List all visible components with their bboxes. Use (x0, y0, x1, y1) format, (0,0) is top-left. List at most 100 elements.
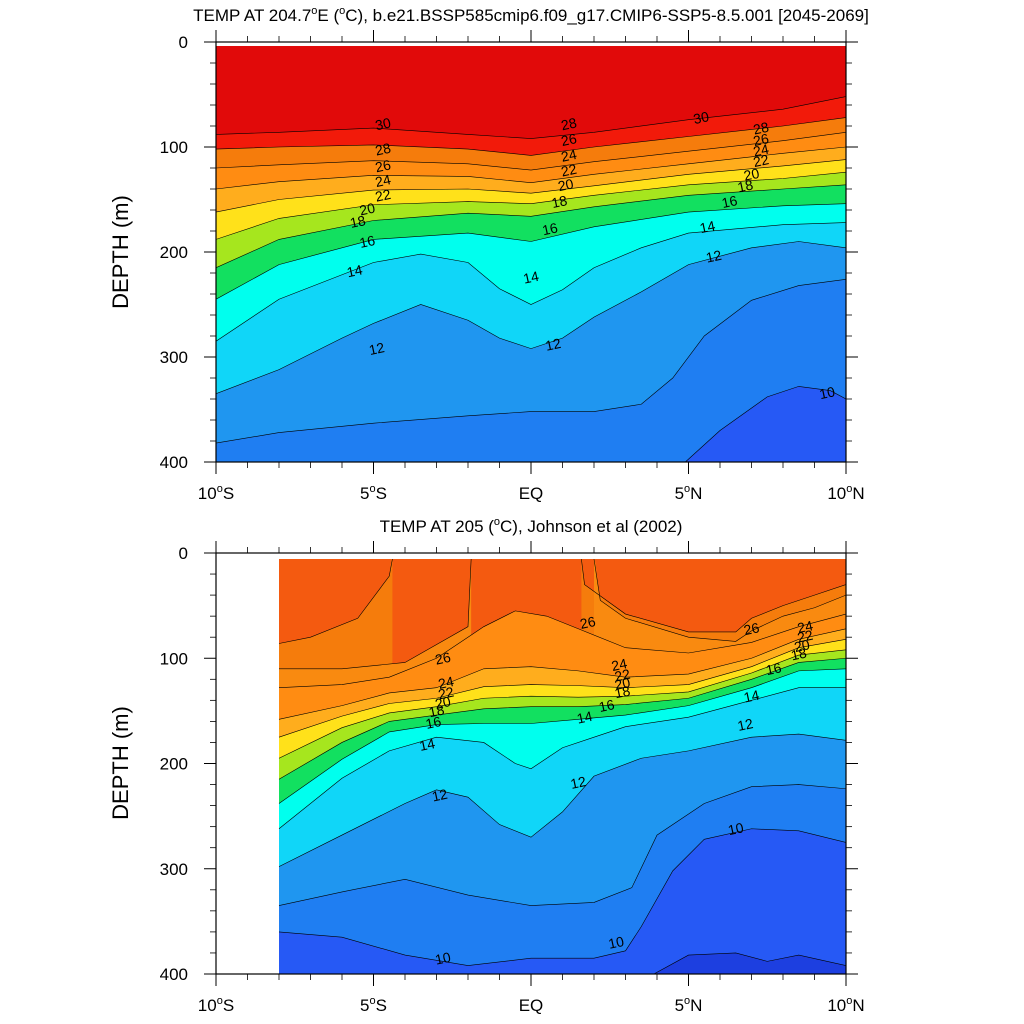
isotherm-24 (216, 146, 846, 190)
x-tick-label: 5oS (360, 483, 387, 503)
contour-label: 14 (575, 708, 594, 727)
contour-fill-below-10 (685, 386, 846, 462)
isotherm-lines-model (216, 96, 846, 462)
surface-gap (216, 42, 846, 46)
contour-label: 28 (374, 140, 393, 159)
x-tick-label: 10oS (198, 483, 234, 503)
contour-label: 10 (607, 933, 626, 952)
contour-label: 22 (437, 683, 456, 702)
isotherm-18 (216, 184, 846, 269)
y-tick-label: 400 (160, 965, 188, 984)
contour-label: 18 (736, 176, 755, 195)
contour-label: 22 (613, 666, 632, 685)
chart-panel-observed: TEMP AT 205 (oC), Johnson et al (2002) 2… (108, 516, 865, 1015)
contour-label: 26 (560, 130, 579, 149)
isotherm-24 (278, 628, 846, 720)
contour-label: 14 (345, 261, 364, 280)
contour-fills-model (216, 42, 846, 462)
y-tick-label: 100 (160, 138, 188, 157)
isotherm-12 (278, 733, 846, 867)
x-tick-label: EQ (519, 996, 544, 1015)
y-tick-label: 100 (160, 649, 188, 668)
isotherm-16 (216, 203, 846, 300)
contour-label: 26 (578, 613, 597, 632)
isotherm-28 (278, 558, 393, 644)
contour-label: 18 (613, 682, 632, 701)
contour-label: 28 (560, 114, 579, 133)
y-tick-label: 300 (160, 348, 188, 367)
isotherm-18 (278, 657, 846, 780)
contour-label: 12 (704, 247, 723, 266)
contour-label: 12 (367, 339, 386, 358)
contour-label: 10 (818, 383, 837, 402)
contour-label: 14 (698, 217, 717, 236)
axis-ticks-model: 0 100 200 300 400 10oS 5oS EQ 5oN 10oN (160, 30, 865, 503)
contour-label: 26 (374, 156, 393, 175)
y-tick-label: 0 (179, 33, 188, 52)
surface-gap (216, 553, 846, 559)
x-tick-label: 5oN (675, 483, 703, 503)
isotherm-11 (216, 279, 846, 444)
contour-label: 12 (736, 715, 755, 734)
contour-label: 26 (752, 130, 771, 149)
contour-label: 28 (752, 119, 771, 138)
no-data-region (216, 553, 279, 974)
isotherm-28 (216, 117, 846, 156)
contour-fill-below-11 (216, 279, 846, 462)
contour-fill-below-10 (274, 828, 846, 974)
x-tick-label: 10oN (827, 483, 864, 503)
contour-fills-observed (216, 553, 846, 974)
isotherm-9 (653, 952, 846, 974)
contour-label: 14 (742, 687, 761, 706)
contour-label: 22 (752, 151, 771, 170)
contour-label: 18 (789, 645, 808, 664)
contour-label: 20 (556, 175, 575, 194)
chart-title-model: TEMP AT 204.7oE (oC), b.e21.BSSP585cmip6… (193, 5, 869, 25)
contour-label: 24 (752, 141, 771, 160)
contour-label: 10 (726, 819, 745, 838)
isotherm-30 (216, 96, 846, 139)
isotherm-12 (216, 241, 846, 395)
contour-label: 24 (437, 673, 456, 692)
x-tick-label: 10oS (198, 995, 234, 1015)
contour-label: 12 (430, 786, 449, 805)
y-tick-label: 200 (160, 243, 188, 262)
isotherm-26 (216, 132, 846, 171)
y-axis-label-model: DEPTH (m) (108, 195, 133, 309)
isotherm-16 (278, 668, 846, 804)
contour-label: 20 (742, 165, 761, 184)
axis-ticks-observed: 0 100 200 300 400 10oS 5oS EQ 5oN 10oN (160, 541, 865, 1015)
contour-label: 22 (560, 161, 579, 180)
isotherm-22 (216, 159, 846, 213)
isotherm-22 (278, 639, 846, 738)
isotherm-20 (278, 649, 846, 759)
contour-label: 22 (374, 186, 393, 205)
y-tick-label: 200 (160, 755, 188, 774)
contour-label: 20 (434, 693, 453, 712)
x-tick-label: 5oN (675, 995, 703, 1015)
contour-fill-below-9 (653, 952, 846, 974)
contour-label: 24 (610, 655, 629, 674)
contour-label: 14 (418, 735, 437, 754)
contour-labels-observed: 26 26262424242222222020201818181616161414… (418, 613, 815, 968)
y-tick-label: 0 (179, 544, 188, 563)
contour-label: 18 (427, 701, 446, 720)
y-tick-label: 400 (160, 453, 188, 472)
contour-label: 16 (764, 659, 783, 678)
contour-label: 16 (597, 696, 616, 715)
chart-title-observed: TEMP AT 205 (oC), Johnson et al (2002) (380, 516, 683, 536)
contour-label: 16 (720, 192, 739, 211)
contour-label: 16 (358, 232, 377, 251)
contour-label: 26 (742, 619, 761, 638)
contour-label: 12 (544, 335, 563, 354)
contour-label: 30 (692, 108, 711, 127)
contour-label: 20 (358, 199, 377, 218)
contour-label: 10 (434, 949, 453, 968)
contour-label: 24 (796, 617, 815, 636)
isotherm-10 (278, 828, 846, 966)
contour-label: 22 (796, 627, 815, 646)
contour-label: 20 (793, 636, 812, 655)
contour-label: 26 (434, 649, 453, 668)
